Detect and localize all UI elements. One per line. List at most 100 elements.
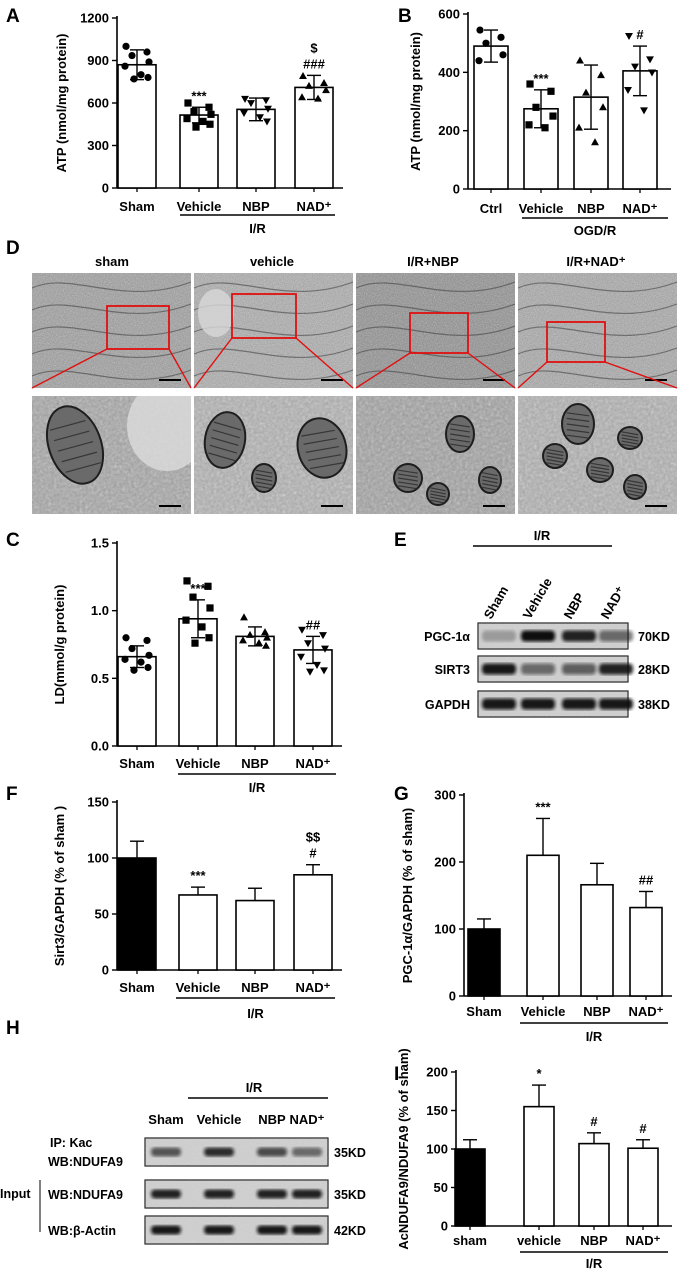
blot-band bbox=[599, 630, 633, 642]
blot-row-label: WB:NDUFA9 bbox=[48, 1155, 123, 1169]
blot-band bbox=[204, 1225, 234, 1235]
group-label: I/R bbox=[249, 221, 266, 236]
bar-1 bbox=[523, 1105, 555, 1227]
lane-label-1: Vehicle bbox=[197, 1112, 242, 1127]
category-label-3: NAD⁺ bbox=[295, 980, 330, 995]
data-point bbox=[648, 69, 656, 77]
panel-letter-i: I bbox=[394, 1064, 399, 1085]
blot-h-group-label: I/R bbox=[246, 1080, 263, 1095]
category-label-1: Vehicle bbox=[177, 199, 222, 214]
data-point bbox=[183, 577, 191, 585]
lane-label-0: Sham bbox=[481, 583, 512, 621]
data-point bbox=[182, 616, 190, 624]
data-point bbox=[499, 51, 507, 59]
panel-letter-b: B bbox=[398, 6, 412, 27]
data-point bbox=[547, 87, 555, 95]
blot-band bbox=[151, 1147, 181, 1157]
data-point bbox=[262, 641, 270, 649]
mitochondrion bbox=[45, 405, 105, 485]
zoom-region-box bbox=[409, 312, 469, 354]
lane-label-2: NBP bbox=[561, 590, 588, 622]
data-point bbox=[541, 124, 549, 132]
panel-d-micrographs: D sham vehicle I/R+NBP I/R+NAD⁺ bbox=[6, 238, 678, 514]
data-point bbox=[549, 112, 557, 120]
zoom-region-box bbox=[106, 305, 170, 350]
data-point bbox=[646, 56, 654, 64]
chart-i: I 0 50 100 150 200 AcNDUFA9/NDUFA9 (% of sham)… bbox=[394, 1048, 672, 1271]
blot-row-label: SIRT3 bbox=[435, 663, 470, 677]
data-point bbox=[264, 105, 272, 113]
blot-e-group-label: I/R bbox=[534, 528, 551, 543]
zoom-guide-line bbox=[193, 337, 233, 389]
group-label: I/R bbox=[586, 1029, 603, 1044]
data-point bbox=[314, 94, 322, 102]
blot-band bbox=[562, 630, 596, 642]
data-point bbox=[297, 653, 305, 661]
blot-band bbox=[204, 1189, 234, 1199]
category-label-0: Sham bbox=[119, 199, 154, 214]
zoom-guide-line bbox=[168, 348, 192, 389]
blot-band bbox=[482, 663, 516, 675]
category-label-2: NBP bbox=[241, 980, 269, 995]
blot-band bbox=[257, 1189, 287, 1199]
data-point bbox=[597, 71, 605, 79]
data-point bbox=[582, 88, 590, 96]
data-point bbox=[255, 639, 263, 647]
zoom-guide-line bbox=[517, 361, 548, 389]
data-point bbox=[137, 71, 145, 79]
blot-band bbox=[599, 663, 633, 675]
blot-size-label: 42KD bbox=[334, 1224, 366, 1238]
data-point bbox=[204, 582, 212, 590]
data-point bbox=[190, 107, 198, 116]
em-label-vehicle: vehicle bbox=[250, 254, 294, 269]
data-point bbox=[247, 100, 255, 108]
data-point bbox=[240, 613, 248, 621]
em-label-nbp: I/R+NBP bbox=[407, 254, 459, 269]
data-point bbox=[246, 630, 254, 638]
blot-size-label: 35KD bbox=[334, 1146, 366, 1160]
category-label-1: Vehicle bbox=[519, 201, 564, 216]
category-label-2: NBP bbox=[242, 199, 270, 214]
bar-0 bbox=[467, 928, 501, 997]
chart-b: B 0 200 400 600 ATP (nmol/mg protein) Ctrl Vehi… bbox=[398, 6, 671, 238]
blot-row-label: GAPDH bbox=[425, 698, 470, 712]
significance-label: *** bbox=[535, 799, 551, 814]
em-label-sham: sham bbox=[95, 254, 129, 269]
chart-f: F 0 50 100 150 Sirt3/GAPDH (% of sham ) Sham Ve… bbox=[6, 784, 342, 1021]
bar-3 bbox=[627, 1147, 659, 1227]
data-point bbox=[184, 99, 192, 107]
data-point bbox=[640, 107, 648, 115]
micrograph-tile bbox=[194, 273, 353, 388]
y-axis-title: PGC-1α/GAPDH (% of sham) bbox=[400, 808, 415, 984]
data-point bbox=[189, 593, 197, 601]
y-tick-label: 1.5 bbox=[91, 536, 109, 551]
y-tick-label: 0.5 bbox=[91, 671, 109, 686]
data-point bbox=[575, 123, 583, 131]
y-tick-label: 50 bbox=[95, 907, 109, 922]
mitochondrion bbox=[445, 415, 475, 453]
zoom-guide-line bbox=[467, 352, 516, 389]
zoom-region-box bbox=[231, 293, 297, 339]
panel-letter-h: H bbox=[6, 1018, 20, 1039]
significance-label: ## bbox=[306, 617, 321, 632]
zoom-guide-line bbox=[295, 337, 354, 389]
bar-3 bbox=[294, 86, 334, 189]
em-label-nad: I/R+NAD⁺ bbox=[566, 254, 625, 269]
mitochondrion bbox=[393, 463, 423, 493]
mitochondrion bbox=[561, 403, 595, 445]
y-axis-title: AcNDUFA9/NDUFA9 (% of sham) bbox=[396, 1048, 411, 1250]
data-point bbox=[122, 634, 130, 642]
significance-label: *** bbox=[190, 868, 206, 883]
data-point bbox=[263, 118, 271, 126]
y-tick-label: 200 bbox=[438, 123, 460, 138]
data-point bbox=[525, 121, 533, 129]
panel-letter-e: E bbox=[394, 530, 407, 551]
y-tick-label: 300 bbox=[434, 788, 456, 803]
blot-row-label: WB:NDUFA9 bbox=[48, 1188, 123, 1202]
y-tick-label: 100 bbox=[87, 851, 109, 866]
data-point bbox=[205, 103, 213, 111]
category-label-2: NBP bbox=[577, 201, 605, 216]
y-tick-label: 100 bbox=[434, 922, 456, 937]
lane-label-2: NBP bbox=[258, 1112, 286, 1127]
data-point bbox=[262, 97, 270, 105]
